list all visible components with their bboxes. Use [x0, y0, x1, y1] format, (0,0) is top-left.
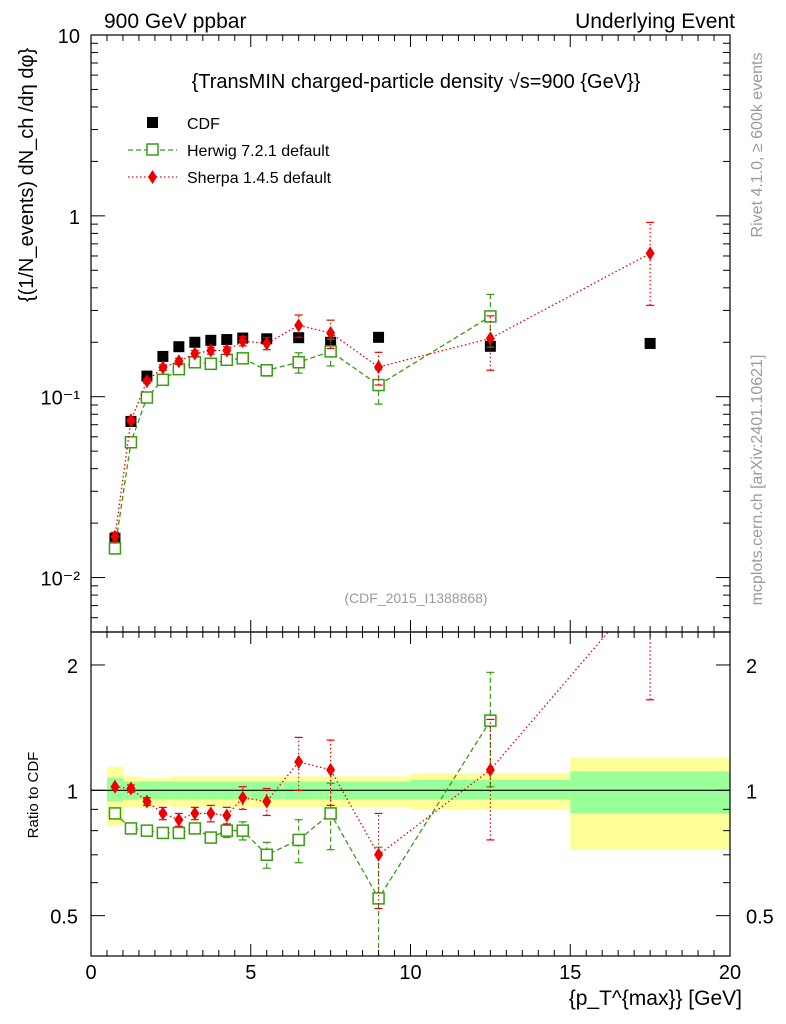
- y-tick-label-upper: 10⁻¹: [41, 388, 81, 410]
- main-y-axis-label: {(1/N_events) dN_ch /dη dφ}: [16, 48, 38, 303]
- sherpa-data-point: [222, 808, 232, 823]
- sherpa-data-point: [374, 847, 384, 862]
- sherpa-data-point: [142, 374, 152, 389]
- herwig-data-point: [292, 356, 305, 369]
- y-tick-label-lower-left: 2: [67, 656, 78, 678]
- herwig-data-point: [124, 822, 138, 835]
- x-axis-label: {p_T^{max}} [GeV]: [569, 987, 742, 1010]
- sherpa-data-point: [645, 246, 655, 261]
- cdf-data-point: [189, 336, 201, 348]
- sherpa-data-point: [238, 334, 248, 349]
- herwig-data-point: [204, 831, 218, 844]
- herwig-data-point: [156, 826, 170, 840]
- herwig-data-point: [140, 391, 154, 404]
- herwig-data-point: [108, 807, 122, 820]
- sherpa-data-point: [294, 318, 304, 333]
- legend: CDF Herwig 7.2.1 default Sherpa 1.4.5 de…: [128, 116, 332, 187]
- sherpa-data-point: [174, 354, 184, 369]
- herwig-data-point: [220, 824, 234, 837]
- herwig-data-point: [292, 833, 305, 847]
- herwig-data-point: [204, 357, 218, 371]
- cdf-data-point: [157, 350, 169, 362]
- cdf-data-point: [373, 331, 385, 343]
- sherpa-data-point: [126, 413, 136, 428]
- sherpa-data-point: [326, 762, 336, 777]
- herwig-data-point: [236, 824, 250, 837]
- herwig-data-point: [372, 892, 385, 905]
- herwig-data-point: [260, 848, 273, 862]
- sherpa-data-point: [190, 346, 200, 361]
- sherpa-data-point: [158, 806, 168, 821]
- sherpa-data-point: [190, 806, 200, 821]
- y-tick-label-lower-right: 0.5: [746, 907, 774, 929]
- x-tick-label: 5: [245, 962, 256, 984]
- sherpa-data-point: [485, 331, 495, 346]
- y-tick-label-upper: 10⁻²: [41, 569, 81, 591]
- herwig-line: [114, 720, 491, 900]
- cdf-data-point: [325, 336, 337, 348]
- sherpa-data-point: [326, 326, 336, 341]
- legend-sherpa-marker: [148, 170, 157, 184]
- sherpa-line: [114, 252, 651, 537]
- cdf-data-point: [173, 341, 185, 353]
- legend-herwig-marker: [146, 143, 159, 156]
- y-tick-label-lower-left: 1: [67, 781, 78, 803]
- herwig-data-point: [172, 826, 186, 840]
- analysis-watermark: (CDF_2015_I1388868): [344, 590, 487, 606]
- ratio-panel: 0 5 10 15 20 0.5 0.5 1 1 2 2 Ratio to CDF {p_T^{ma…: [25, 631, 774, 1010]
- header-right-title: Underlying Event: [575, 10, 735, 33]
- cdf-data-point: [205, 334, 217, 346]
- legend-cdf-marker: [147, 117, 158, 128]
- herwig-data-point: [236, 352, 250, 365]
- sherpa-data-point: [110, 529, 120, 544]
- herwig-data-point: [124, 435, 138, 449]
- legend-herwig-label: Herwig 7.2.1 default: [187, 143, 330, 160]
- y-tick-label-upper: 10: [58, 26, 80, 48]
- header-left-title: 900 GeV ppbar: [104, 10, 246, 33]
- x-tick-label: 15: [559, 962, 581, 984]
- legend-cdf-label: CDF: [187, 116, 220, 133]
- sherpa-data-point: [158, 360, 168, 375]
- sherpa-line: [114, 632, 609, 856]
- sherpa-data-point: [222, 343, 232, 358]
- sherpa-data-point: [374, 359, 384, 374]
- y-tick-label-lower-left: 0.5: [50, 907, 78, 929]
- sherpa-data-point: [142, 794, 152, 809]
- herwig-data-point: [188, 822, 202, 835]
- herwig-data-point: [324, 807, 337, 820]
- sherpa-data-point: [174, 812, 184, 827]
- sherpa-data-point: [294, 754, 304, 769]
- herwig-data-point: [156, 373, 170, 387]
- cdf-data-point: [221, 334, 233, 346]
- side-label-rivet: Rivet 4.1.0, ≥ 600k events: [749, 53, 766, 238]
- herwig-data-point: [324, 345, 337, 358]
- sherpa-data-point: [126, 781, 136, 796]
- cdf-data-point: [644, 337, 656, 349]
- x-tick-label: 20: [719, 962, 741, 984]
- herwig-line: [114, 315, 491, 549]
- herwig-data-point: [108, 542, 122, 555]
- herwig-data-point: [260, 364, 273, 377]
- main-panel: 10⁻² 10⁻¹ 1 10 {TransMIN charged-particle d…: [16, 26, 731, 633]
- main-plot-title: {TransMIN charged-particle density √s=90…: [192, 71, 641, 93]
- herwig-data-point: [484, 714, 497, 727]
- sherpa-data-point: [238, 790, 248, 805]
- herwig-data-point: [140, 824, 154, 837]
- sherpa-data-point: [110, 779, 120, 794]
- y-tick-label-lower-right: 2: [746, 656, 757, 678]
- sherpa-data-point: [262, 794, 272, 809]
- sherpa-data-point: [206, 343, 216, 358]
- uncertainty-band-green: [570, 771, 730, 814]
- y-tick-label-upper: 1: [69, 207, 80, 229]
- y-tick-label-lower-right: 1: [746, 781, 757, 803]
- x-tick-label: 10: [399, 962, 421, 984]
- ratio-y-axis-label: Ratio to CDF: [25, 752, 42, 839]
- x-tick-label: 0: [85, 962, 96, 984]
- sherpa-data-point: [206, 806, 216, 821]
- legend-sherpa-label: Sherpa 1.4.5 default: [187, 170, 332, 187]
- side-label-mcplots: mcplots.cern.ch [arXiv:2401.10621]: [749, 355, 766, 606]
- sherpa-data-point: [485, 762, 495, 777]
- sherpa-data-point: [262, 336, 272, 351]
